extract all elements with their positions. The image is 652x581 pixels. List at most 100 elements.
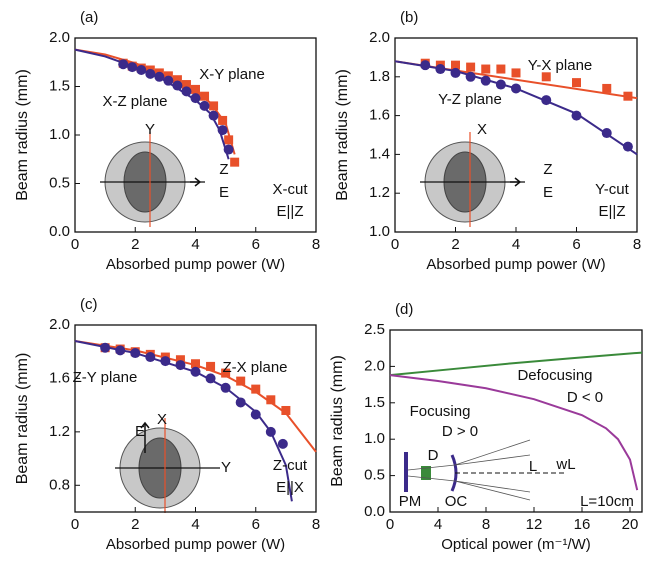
x-axis-label: Absorbed pump power (W) (106, 536, 285, 553)
point (281, 405, 291, 415)
point (572, 78, 581, 88)
point (465, 71, 476, 82)
x-tick-label: 0 (386, 516, 394, 533)
line (389, 351, 643, 377)
annotation: PM (399, 493, 422, 510)
series-label: X-Y plane (199, 66, 265, 83)
annotation: Y-cut (595, 181, 629, 198)
y-tick-label: 2.5 (364, 321, 385, 338)
x-axis-label: Absorbed pump power (W) (426, 256, 605, 273)
point (209, 101, 219, 111)
annotation: X (157, 411, 167, 428)
x-tick-label: 4 (191, 236, 199, 253)
x-tick-label: 4 (191, 516, 199, 533)
point (420, 60, 431, 71)
point (206, 361, 216, 371)
point (154, 71, 165, 82)
y-tick-label: 1.6 (49, 369, 70, 386)
y-axis-label: Beam radius (mm) (334, 69, 351, 201)
x-axis-label: Optical power (m⁻¹/W) (441, 536, 591, 553)
point (217, 125, 228, 136)
series-label: Z-X plane (222, 359, 287, 376)
y-tick-label: 2.0 (49, 316, 70, 333)
y-tick-label: 1.0 (364, 430, 385, 447)
point (191, 359, 200, 369)
series-label: Y-X plane (528, 57, 593, 74)
annotation: E (219, 184, 229, 201)
series-label: X-Z plane (102, 93, 167, 110)
x-tick-label: 20 (622, 516, 639, 533)
y-tick-label: 0.0 (364, 503, 385, 520)
fit-line (74, 340, 317, 453)
point (541, 95, 552, 106)
y-tick-label: 1.5 (49, 77, 70, 94)
y-tick-label: 1.2 (49, 423, 70, 440)
series-label: Z-Y plane (73, 369, 138, 386)
point (181, 80, 191, 90)
point (190, 93, 201, 104)
x-tick-label: 0 (71, 516, 79, 533)
point (250, 409, 261, 420)
y-tick-label: 0.0 (49, 223, 70, 240)
annotation: E (543, 184, 553, 201)
y-tick-label: 1.2 (369, 184, 390, 201)
point (622, 141, 633, 152)
annotation: E||Z (599, 203, 626, 220)
point (466, 62, 476, 72)
point (541, 72, 551, 82)
annotation: L (529, 458, 537, 475)
annotation: D (428, 447, 439, 464)
point (190, 366, 201, 377)
y-axis-label: Beam radius (mm) (14, 353, 31, 485)
y-tick-label: 1.5 (364, 394, 385, 411)
x-axis-label: Absorbed pump power (W) (106, 256, 285, 273)
y-tick-label: 0.8 (49, 476, 70, 493)
panel-label: (b) (400, 9, 418, 26)
annotation: Z-cut (273, 457, 308, 474)
point (163, 75, 174, 86)
point (175, 360, 186, 371)
beam (407, 439, 531, 501)
point (136, 65, 147, 76)
point (601, 128, 612, 139)
point (511, 83, 521, 94)
point (118, 59, 129, 70)
point (145, 68, 156, 79)
plot-frame (389, 329, 643, 513)
y-tick-label: 1.0 (49, 126, 70, 143)
series-label: Defocusing (517, 367, 592, 384)
point (130, 348, 141, 359)
point (160, 356, 171, 367)
point (199, 100, 210, 111)
point (172, 80, 183, 91)
y-tick-label: 1.0 (369, 223, 390, 240)
x-tick-label: 8 (312, 516, 320, 533)
y-tick-label: 0.5 (364, 467, 385, 484)
x-tick-label: 16 (574, 516, 591, 533)
point (451, 60, 460, 70)
x-tick-label: 6 (252, 236, 260, 253)
annotation: E||X (276, 479, 304, 496)
inset-arrow (140, 421, 150, 453)
point (220, 382, 231, 393)
mirror (404, 452, 408, 492)
line (389, 374, 639, 491)
annotation: X-cut (272, 181, 308, 198)
point (495, 79, 506, 90)
x-tick-label: 6 (252, 516, 260, 533)
point (221, 368, 231, 378)
annotation: D < 0 (567, 389, 603, 406)
panel-label: (a) (80, 9, 98, 26)
x-tick-label: 6 (572, 236, 580, 253)
panel-label: (c) (80, 296, 98, 313)
series-label: Focusing (410, 403, 471, 420)
inset-arrow (510, 177, 522, 187)
point (191, 84, 200, 94)
annotation: Z (543, 161, 552, 178)
annotation: L=10cm (580, 493, 634, 510)
point (450, 67, 461, 78)
point (218, 115, 228, 125)
point (277, 438, 288, 449)
x-tick-label: 2 (451, 236, 459, 253)
